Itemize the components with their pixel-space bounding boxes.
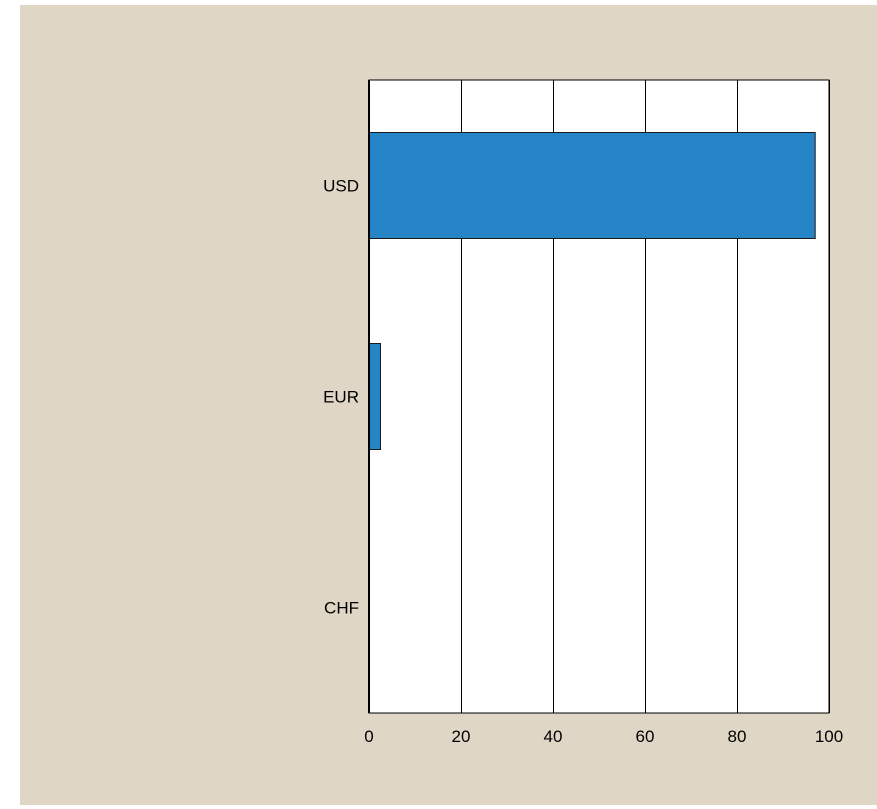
bars bbox=[368, 132, 816, 450]
bar-eur bbox=[368, 343, 381, 450]
category-label-usd: USD bbox=[323, 177, 359, 196]
x-tick-label-100: 100 bbox=[815, 727, 843, 746]
x-tick-label-40: 40 bbox=[544, 727, 563, 746]
x-tick-labels: 0 20 40 60 80 100 bbox=[364, 727, 843, 746]
category-label-eur: EUR bbox=[323, 388, 359, 407]
x-tick-label-0: 0 bbox=[364, 727, 373, 746]
x-tick-label-20: 20 bbox=[452, 727, 471, 746]
bar-usd bbox=[368, 132, 816, 239]
category-labels: USD EUR CHF bbox=[323, 177, 359, 618]
category-label-chf: CHF bbox=[324, 599, 359, 618]
x-tick-label-80: 80 bbox=[728, 727, 747, 746]
x-tick-label-60: 60 bbox=[636, 727, 655, 746]
